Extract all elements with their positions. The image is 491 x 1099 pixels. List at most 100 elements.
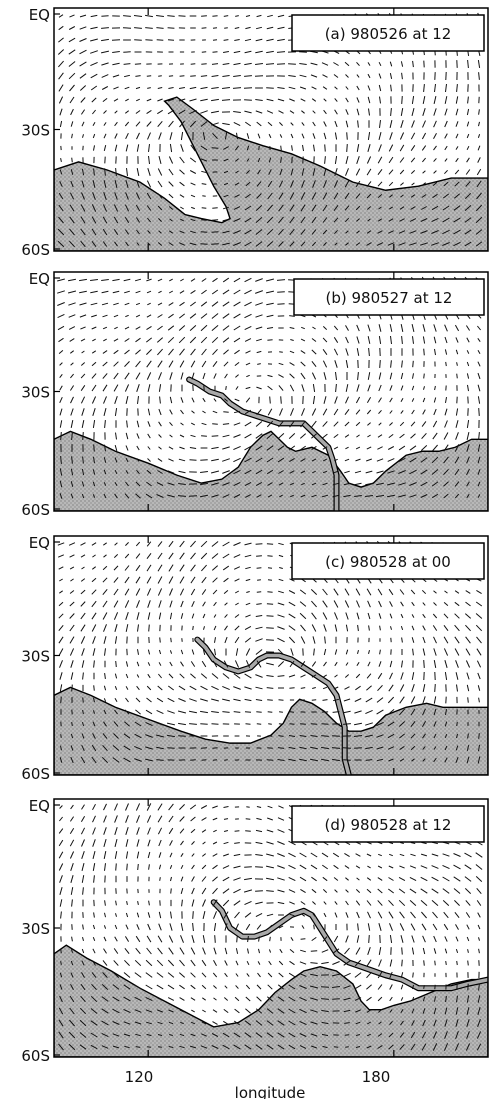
- wind-vector: [215, 935, 216, 943]
- wind-vector: [167, 748, 174, 749]
- y-tick-label: 30S: [21, 384, 50, 402]
- wind-vector: [245, 712, 251, 713]
- wind-vector: [457, 961, 458, 965]
- wind-vector: [160, 877, 161, 881]
- wind-vector: [201, 64, 206, 65]
- x-axis: 120 180 longitude: [125, 1068, 391, 1099]
- wind-vector: [479, 733, 480, 739]
- y-tick-label: 30S: [21, 122, 50, 140]
- wind-vector: [267, 544, 273, 545]
- wind-vector: [168, 28, 175, 29]
- wind-vector: [424, 374, 425, 379]
- wind-vector: [290, 724, 295, 725]
- wind-vector: [424, 985, 425, 989]
- wind-vector: [311, 724, 317, 725]
- y-tick-label: EQ: [29, 534, 50, 552]
- wind-vector: [347, 144, 348, 152]
- wind-vector: [314, 925, 315, 930]
- y-tick-label: 30S: [21, 920, 50, 938]
- y-tick-label: 60S: [21, 501, 50, 519]
- wind-vector: [226, 386, 227, 390]
- panel-label: (a) 980526 at 12: [325, 25, 452, 43]
- wind-vector: [369, 935, 370, 943]
- panel-label: (d) 980528 at 12: [325, 816, 452, 834]
- wind-vector: [402, 947, 403, 954]
- panel-c: EQ 30S 60S (c) 980528 at 00: [21, 534, 488, 791]
- wind-vector: [149, 625, 150, 632]
- panel-a: EQ30S60S(a) 980526 at 12: [21, 6, 488, 259]
- wind-vector: [424, 960, 425, 965]
- wind-vector: [237, 936, 238, 943]
- wind-vector: [202, 760, 207, 761]
- wind-vector: [267, 604, 273, 605]
- wind-vector: [202, 208, 207, 209]
- wind-vector: [468, 961, 469, 966]
- wind-vector: [72, 722, 73, 726]
- panel-d: EQ30S60S(d) 980528 at 12: [21, 797, 488, 1065]
- wind-vector: [267, 700, 273, 701]
- y-tick-label: 60S: [21, 765, 50, 783]
- wind-vector: [147, 1047, 151, 1048]
- y-tick-label: EQ: [29, 270, 50, 288]
- wind-vector: [201, 220, 207, 221]
- wind-vector: [94, 685, 95, 690]
- wind-vector: [255, 867, 263, 868]
- wind-vector: [147, 76, 151, 77]
- wind-vector: [160, 637, 161, 642]
- wind-vector: [277, 292, 285, 293]
- wind-vector: [171, 638, 172, 642]
- wind-vector: [256, 712, 261, 713]
- wind-vector: [61, 734, 62, 738]
- wind-vector: [212, 16, 217, 17]
- wind-vector: [202, 196, 205, 197]
- wind-vector: [446, 362, 447, 366]
- wind-vector: [138, 864, 139, 870]
- wind-vector: [190, 460, 197, 461]
- wind-vector: [200, 244, 207, 245]
- wind-vector: [457, 722, 458, 726]
- wind-vector: [435, 684, 436, 692]
- wind-vector: [299, 52, 307, 53]
- wind-vector: [413, 361, 414, 367]
- wind-vector: [268, 712, 273, 713]
- y-tick-label: 60S: [21, 241, 50, 259]
- x-axis-label: longitude: [235, 1084, 306, 1099]
- wind-vector: [61, 432, 62, 440]
- wind-vector: [72, 685, 73, 692]
- wind-vector: [413, 973, 414, 978]
- panels-layer: EQ30S60S(a) 980526 at 12EQ30S60S(b) 9805…: [21, 6, 488, 1065]
- wind-vector: [201, 436, 207, 437]
- wind-vector: [112, 40, 120, 41]
- wind-vector: [171, 888, 172, 893]
- wind-vector: [402, 960, 403, 967]
- y-tick-label: 30S: [21, 648, 50, 666]
- wind-vector: [424, 349, 425, 356]
- wind-vector: [402, 96, 403, 104]
- wind-vector: [83, 697, 84, 702]
- wind-vector: [281, 146, 282, 151]
- wind-vector: [424, 660, 425, 668]
- wind-vector: [178, 736, 186, 737]
- wind-vector: [267, 340, 272, 341]
- wind-vector: [281, 396, 282, 403]
- wind-vector: [311, 951, 317, 952]
- wind-vector: [213, 52, 218, 53]
- wind-vector: [468, 697, 469, 702]
- wind-vector: [61, 949, 62, 953]
- wind-vector: [190, 76, 196, 77]
- wind-vector: [116, 863, 117, 870]
- wind-vector: [127, 864, 128, 871]
- wind-vector: [116, 661, 117, 667]
- wind-vector: [325, 144, 326, 151]
- wind-vector: [201, 232, 208, 233]
- wind-vector: [267, 748, 273, 749]
- panel-label: (c) 980528 at 00: [325, 553, 451, 571]
- wind-vector: [193, 911, 194, 919]
- wind-vector: [267, 760, 274, 761]
- wind-vector: [72, 158, 73, 163]
- wind-vector: [380, 360, 381, 368]
- wind-vector: [255, 76, 263, 77]
- wind-vector: [266, 640, 274, 641]
- wind-vector: [61, 697, 62, 704]
- wind-vector: [158, 1047, 162, 1048]
